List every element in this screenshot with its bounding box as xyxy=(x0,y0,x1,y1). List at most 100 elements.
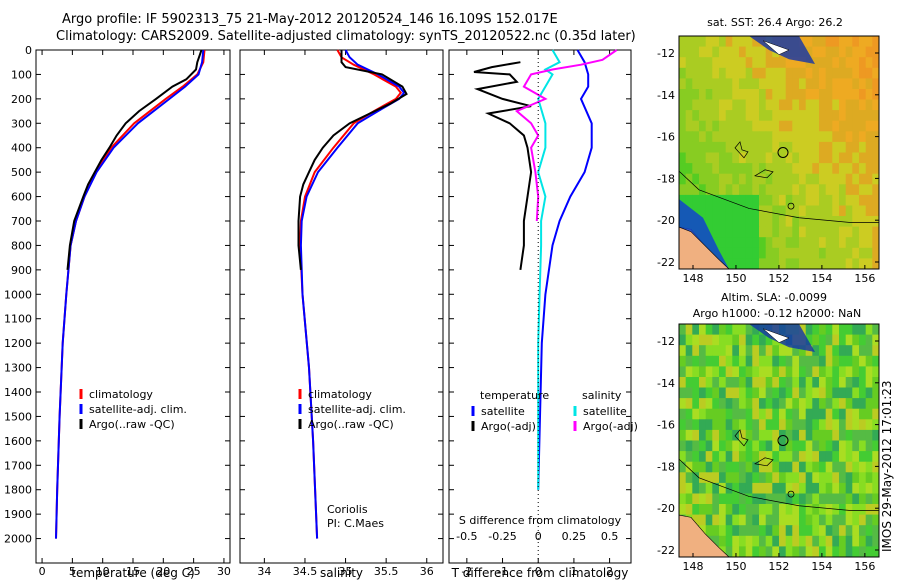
argo-position-marker xyxy=(777,147,789,158)
map-cell xyxy=(852,67,860,79)
map-cell xyxy=(865,194,873,206)
map-cell xyxy=(759,482,767,494)
map-cell xyxy=(832,173,840,185)
map-cell xyxy=(799,419,807,431)
map-cell xyxy=(745,535,753,547)
map-cell xyxy=(752,493,760,505)
map-cell xyxy=(759,535,767,547)
map-cell xyxy=(852,482,860,494)
map-cell xyxy=(699,472,707,484)
reef-shape xyxy=(734,141,749,159)
map-cell xyxy=(825,67,833,79)
map-cell xyxy=(819,67,827,79)
map-cell xyxy=(852,78,860,90)
map-cell xyxy=(725,152,733,164)
map-cell xyxy=(719,184,727,196)
map-cell xyxy=(839,514,847,526)
map-cell xyxy=(699,152,707,164)
map-cell xyxy=(745,205,753,217)
map-cell xyxy=(832,472,840,484)
map-cell xyxy=(832,387,840,399)
map-cell xyxy=(825,535,833,547)
legend-label: satellite-adj. clim. xyxy=(89,403,187,416)
map-cell xyxy=(872,472,880,484)
map-cell xyxy=(732,472,740,484)
map-cell xyxy=(759,152,767,164)
map-cell xyxy=(765,482,773,494)
map-cell xyxy=(792,78,800,90)
map-cell xyxy=(732,216,740,228)
map-cell xyxy=(799,110,807,122)
map-cell xyxy=(679,429,687,441)
map-cell xyxy=(819,205,827,217)
map-cell xyxy=(712,535,720,547)
map-cell xyxy=(725,482,733,494)
map-cell xyxy=(792,194,800,206)
map-cell xyxy=(712,163,720,175)
map-cell xyxy=(705,99,713,111)
map-cell xyxy=(839,141,847,153)
map-cell xyxy=(792,525,800,537)
map-cell xyxy=(739,451,747,463)
map-cell xyxy=(725,451,733,463)
map-cell xyxy=(839,131,847,143)
map-cell xyxy=(805,36,813,48)
map-cell xyxy=(852,205,860,217)
map-cell xyxy=(792,216,800,228)
map-cell xyxy=(765,152,773,164)
map-cell xyxy=(812,398,820,410)
map-cell xyxy=(799,67,807,79)
map-cell xyxy=(705,194,713,206)
map-cell xyxy=(819,461,827,473)
map-cell xyxy=(745,131,753,143)
map-cell xyxy=(799,173,807,185)
map-cell xyxy=(859,525,867,537)
map-cell xyxy=(719,131,727,143)
map-cell xyxy=(819,387,827,399)
map-cell xyxy=(872,514,880,526)
map-cell xyxy=(799,366,807,378)
map-cell xyxy=(819,226,827,238)
map-cell xyxy=(699,482,707,494)
map-cell xyxy=(779,205,787,217)
map-cell xyxy=(812,46,820,58)
map-cell xyxy=(792,398,800,410)
map-cell xyxy=(759,99,767,111)
map-cell xyxy=(752,46,760,58)
map-cell xyxy=(752,205,760,217)
map-cell xyxy=(865,525,873,537)
map-cell xyxy=(859,429,867,441)
map-cell xyxy=(825,482,833,494)
map-cell xyxy=(792,226,800,238)
map-cell xyxy=(845,525,853,537)
map-cell xyxy=(852,398,860,410)
map-cell xyxy=(725,57,733,69)
map-cell xyxy=(745,451,753,463)
map-cell xyxy=(852,472,860,484)
map-cell xyxy=(725,472,733,484)
contour-line xyxy=(678,170,879,223)
map-cell xyxy=(739,366,747,378)
map-cell xyxy=(699,110,707,122)
map-cell xyxy=(765,535,773,547)
map-cell xyxy=(732,163,740,175)
map-cell xyxy=(792,152,800,164)
map-cell xyxy=(792,345,800,357)
x-tick-label: 25 xyxy=(187,565,201,578)
map-cell xyxy=(685,57,693,69)
map-cell xyxy=(785,131,793,143)
map-cell xyxy=(705,355,713,367)
map-cell xyxy=(812,120,820,132)
map-cell xyxy=(839,493,847,505)
map-cell xyxy=(785,366,793,378)
map-cell xyxy=(812,184,820,196)
map-cell xyxy=(872,504,880,516)
map-cell xyxy=(852,46,860,58)
map-cell xyxy=(759,408,767,420)
map-cell xyxy=(792,514,800,526)
map-cell xyxy=(745,546,753,558)
map-cell xyxy=(839,36,847,48)
map-cell xyxy=(772,345,780,357)
map-cell xyxy=(839,355,847,367)
map-cell xyxy=(819,472,827,484)
